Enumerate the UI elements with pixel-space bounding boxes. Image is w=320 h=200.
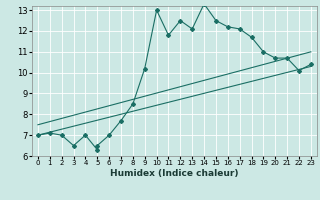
X-axis label: Humidex (Indice chaleur): Humidex (Indice chaleur) <box>110 169 239 178</box>
